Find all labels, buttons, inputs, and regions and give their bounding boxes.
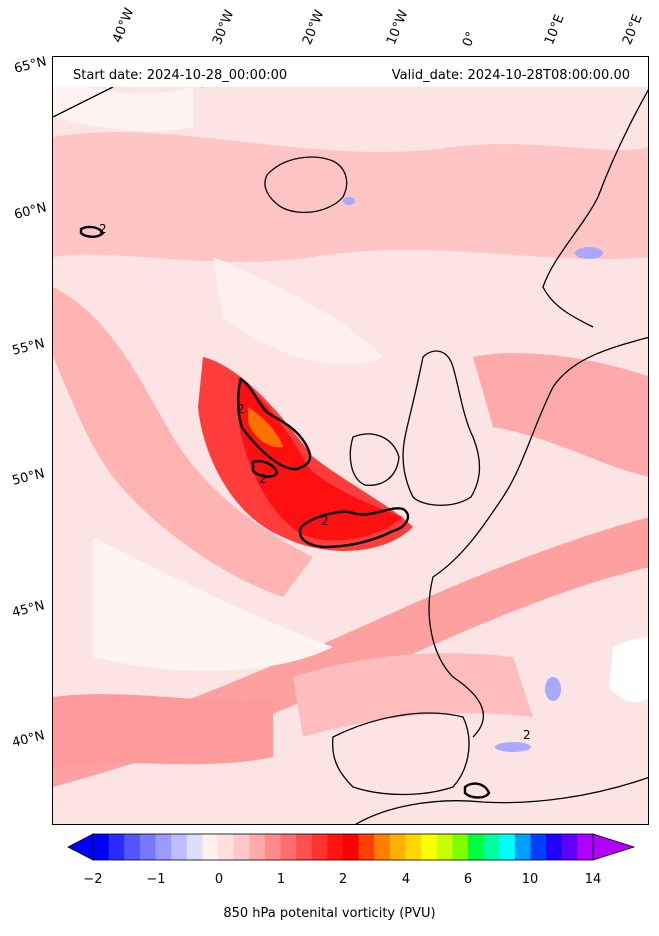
lon-label-20w: 20°W xyxy=(300,8,328,47)
colorbar-tick-label: −1 xyxy=(146,872,166,887)
contour-2pvu-west xyxy=(79,225,105,238)
contour-2pvu-med xyxy=(463,782,491,799)
colorbar-tick-label: −2 xyxy=(83,872,103,887)
contour-label-2: 2 xyxy=(259,472,267,486)
coast-iceland xyxy=(264,156,348,214)
start-date-label: Start date: 2024-10-28_00:00:00 xyxy=(73,68,288,83)
colorbar-swatch xyxy=(530,834,547,860)
colorbar-swatch xyxy=(311,834,328,860)
colorbar-swatch xyxy=(546,834,563,860)
colorbar-swatch xyxy=(124,834,141,860)
contour-2pvu-south xyxy=(298,507,410,549)
pv-pale-atlantic xyxy=(93,537,333,671)
colorbar-swatch xyxy=(233,834,250,860)
colorbar-swatch xyxy=(499,834,516,860)
colorbar-swatch xyxy=(139,834,156,860)
colorbar-swatch xyxy=(358,834,375,860)
lon-label-10e: 10°E xyxy=(542,12,568,47)
colorbar-swatch xyxy=(108,834,125,860)
colorbar-extend-high xyxy=(592,833,636,861)
colorbar-swatch xyxy=(280,834,297,860)
colorbar-swatch xyxy=(296,834,313,860)
pv-band-east xyxy=(473,353,648,477)
colorbar-swatch xyxy=(514,834,531,860)
coast-africa xyxy=(355,776,648,824)
lat-label-55n: 55°N xyxy=(10,336,47,359)
pv-negative-spot-4 xyxy=(495,742,531,752)
lon-label-40w: 40°W xyxy=(110,6,138,45)
coast-ireland xyxy=(349,433,400,486)
contour-2pvu-small xyxy=(251,460,279,478)
colorbar-swatch xyxy=(561,834,578,860)
pv-band-north xyxy=(53,132,648,262)
pv-band-west xyxy=(53,287,313,597)
coast-scandinavia xyxy=(542,89,648,328)
colorbar-tick-label: 0 xyxy=(214,872,224,887)
contour-label-5: 2 xyxy=(523,728,531,742)
colorbar-tick-label: 6 xyxy=(463,872,473,887)
colorbar-swatch xyxy=(389,834,406,860)
coast-iberia xyxy=(331,712,470,796)
colorbar-tick-label: 2 xyxy=(338,872,348,887)
pv-field-map: 2 2 2 2 2 xyxy=(53,57,648,824)
coast-british-isles xyxy=(402,350,481,506)
colorbar-swatch xyxy=(405,834,422,860)
colorbar-swatch xyxy=(468,834,485,860)
lat-label-60n: 60°N xyxy=(12,200,49,223)
colorbar-swatch xyxy=(155,834,172,860)
colorbar-swatch xyxy=(249,834,266,860)
colorbar-swatch xyxy=(171,834,188,860)
colorbar-swatch xyxy=(374,834,391,860)
lon-label-20e: 20°E xyxy=(620,12,646,47)
colorbar-title: 850 hPa potenital vorticity (PVU) xyxy=(223,906,436,921)
lon-label-10w: 10°W xyxy=(384,8,412,47)
colorbar-swatch xyxy=(93,834,110,860)
colorbar-tick-label: 4 xyxy=(401,872,411,887)
lat-label-50n: 50°N xyxy=(10,466,47,489)
lat-label-40n: 40°N xyxy=(10,728,47,751)
colorbar-swatch xyxy=(202,834,219,860)
contour-2pvu-core xyxy=(237,377,312,471)
pv-band-south xyxy=(53,694,273,767)
lon-label-30w: 30°W xyxy=(210,8,238,47)
colorbar-swatch xyxy=(436,834,453,860)
colorbar-swatch xyxy=(421,834,438,860)
lon-label-0: 0° xyxy=(460,29,480,49)
pv-negative-spot-3 xyxy=(545,677,561,701)
contour-label-4: 2 xyxy=(99,222,107,236)
pv-pale-central xyxy=(213,257,383,365)
colorbar-swatch xyxy=(343,834,360,860)
pv-core-max xyxy=(248,407,283,448)
colorbar-swatch xyxy=(218,834,235,860)
pv-core-inner xyxy=(238,377,403,541)
map-panel: 2 2 2 2 2 Start date: 2024-10-28 xyxy=(52,56,649,825)
colorbar-tick-label: 1 xyxy=(276,872,286,887)
colorbar-tick-label: 10 xyxy=(521,872,539,887)
colorbar-swatch xyxy=(186,834,203,860)
colorbar-tick-label: 14 xyxy=(584,872,602,887)
pv-negative-spot-2 xyxy=(575,247,603,259)
pv-pale-north xyxy=(53,77,193,132)
colorbar-extend-low xyxy=(67,833,94,861)
colorbar-swatch xyxy=(327,834,344,860)
contour-label-1: 2 xyxy=(237,402,245,416)
colorbar-swatch xyxy=(577,834,594,860)
no-data-patch xyxy=(609,637,648,703)
valid-date-label: Valid_date: 2024-10-28T08:00:00.00 xyxy=(391,68,630,83)
colorbar-swatch xyxy=(483,834,500,860)
pv-negative-spot-1 xyxy=(343,197,355,205)
lat-label-45n: 45°N xyxy=(10,598,47,621)
coast-europe xyxy=(428,336,648,738)
colorbar-swatch xyxy=(452,834,469,860)
lat-label-65n: 65°N xyxy=(12,54,49,77)
colorbar-border xyxy=(92,833,594,861)
contour-label-3: 2 xyxy=(321,514,329,528)
pv-band-med xyxy=(293,653,533,737)
colorbar-swatch xyxy=(264,834,281,860)
